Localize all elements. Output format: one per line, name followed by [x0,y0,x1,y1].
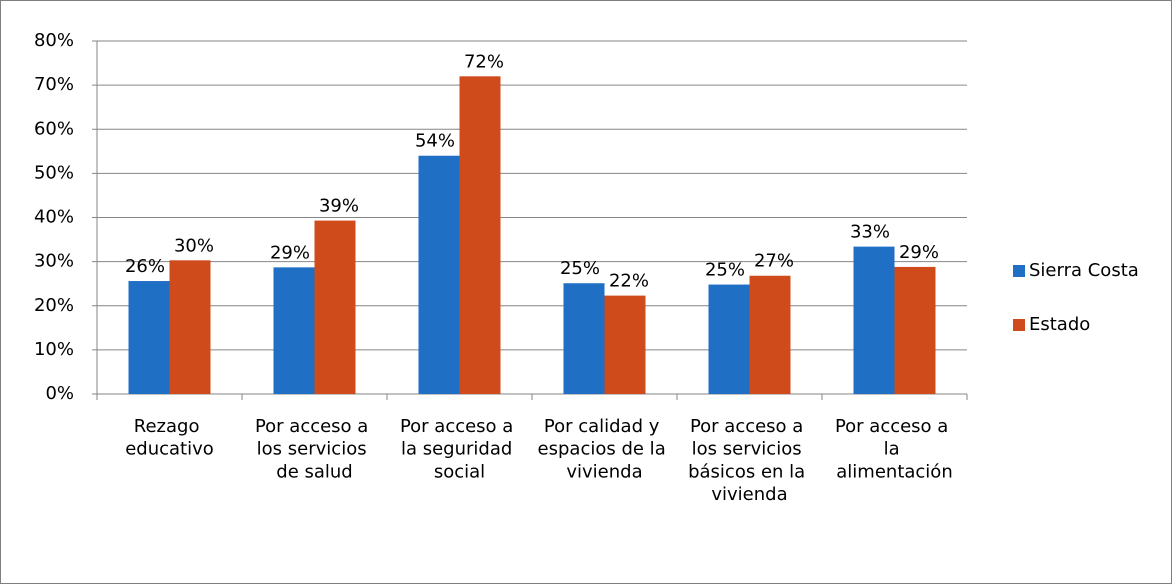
bar [604,295,646,394]
x-tick-label: Por calidad y espacios de la vivienda [538,416,672,482]
y-tick-label: 70% [34,74,74,95]
y-tick-label: 0% [45,383,74,404]
legend-label: Sierra Costa [1029,260,1139,281]
data-label: 25% [705,260,745,281]
legend-swatch [1013,319,1025,331]
x-tick-label: Por acceso a la alimentación [835,416,954,482]
x-tick-label: Por acceso a los servicios de salud [255,416,374,482]
data-label: 72% [464,51,504,72]
data-label: 30% [174,235,214,256]
bar [563,283,605,394]
legend-label: Estado [1029,314,1090,335]
data-label: 22% [609,271,649,292]
bar [169,260,211,394]
data-label: 27% [754,251,794,272]
bar [459,76,501,395]
x-tick-label: Por acceso a la seguridad social [400,416,519,482]
data-label: 39% [319,196,359,217]
y-tick-label: 60% [34,118,74,139]
bar [708,284,750,394]
x-tick-label: Rezago educativo [125,416,214,460]
bar [749,275,791,394]
data-label: 29% [270,242,310,263]
data-label: 54% [415,131,455,152]
bar [314,220,356,394]
data-label: 29% [899,242,939,263]
bar [853,246,895,394]
legend-swatch [1013,265,1025,277]
y-tick-label: 80% [34,30,74,51]
bar [128,281,170,394]
bar [894,266,936,394]
x-tick-label: Por acceso a los servicios básicos en la… [688,416,811,505]
bar [273,267,315,394]
y-tick-label: 40% [34,207,74,228]
data-label: 26% [125,256,165,277]
y-tick-label: 20% [34,295,74,316]
y-tick-label: 50% [34,162,74,183]
y-tick-label: 30% [34,251,74,272]
data-label: 33% [850,222,890,243]
y-tick-label: 10% [34,339,74,360]
data-label: 25% [560,258,600,279]
bar [418,155,460,394]
